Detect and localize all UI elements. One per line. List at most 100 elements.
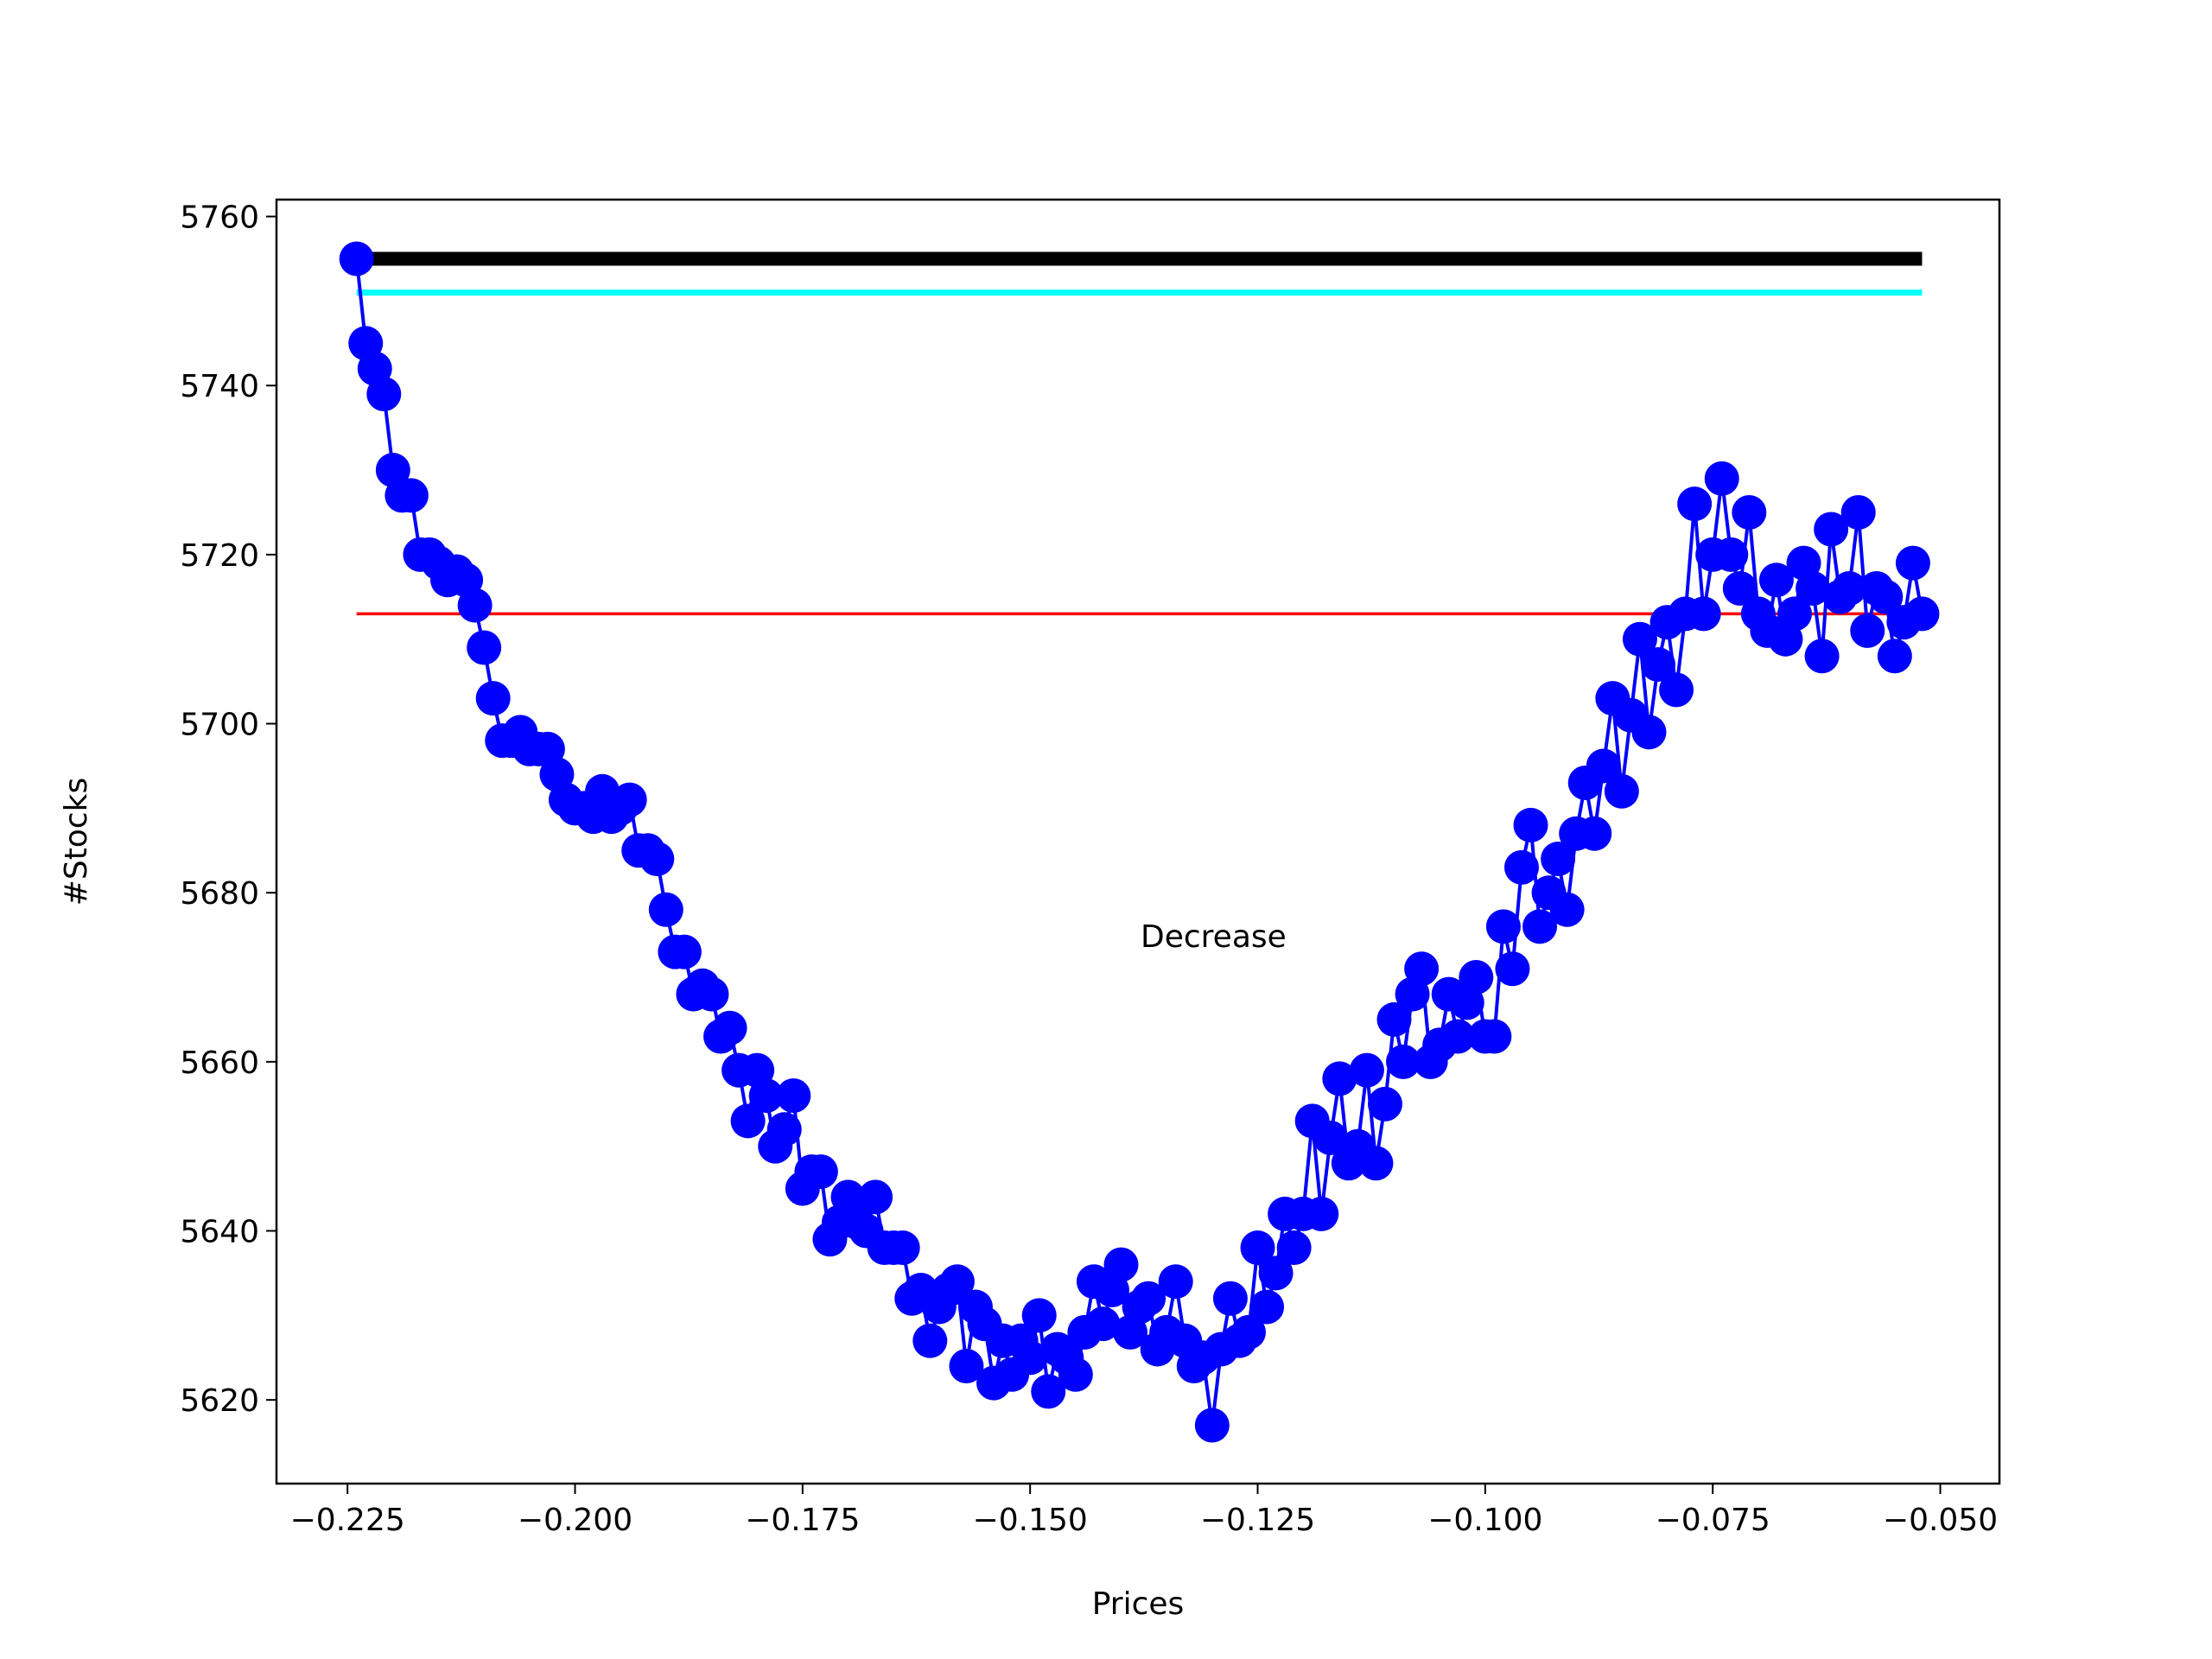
x-tick-label: −0.225 [290,1503,405,1538]
data-point [712,1010,747,1046]
annotation: Decrease [1141,919,1287,955]
data-point [1495,951,1530,987]
data-point [885,1230,920,1266]
data-point [1459,960,1494,995]
data-point [1832,571,1867,607]
data-point [1622,621,1657,657]
data-point [457,588,493,623]
data-point [1085,1306,1121,1342]
data-point [1877,639,1912,674]
x-tick-label: −0.075 [1656,1503,1770,1538]
data-point [666,934,702,969]
data-point [475,681,511,716]
data-point [1513,807,1548,842]
data-point [1404,951,1440,987]
data-point [1103,1247,1139,1282]
data-point [1758,563,1794,598]
data-point [467,630,502,665]
data-point [1240,1230,1275,1266]
data-point [1194,1408,1230,1443]
data-point [776,1077,811,1113]
data-point [803,1154,838,1190]
data-point [1850,613,1885,648]
x-tick-label: −0.175 [745,1503,860,1538]
data-point [694,976,729,1012]
data-point [1013,1340,1048,1376]
data-point [939,1264,975,1300]
data-point [339,241,374,276]
data-point [949,1349,984,1384]
plot-area [339,241,1940,1443]
data-point [1904,596,1940,632]
x-tick-label: −0.200 [518,1503,632,1538]
data-point [1021,1298,1057,1333]
data-point [1895,545,1930,581]
x-tick-label: −0.125 [1200,1503,1315,1538]
data-point [1249,1289,1285,1325]
data-point [1258,1255,1294,1291]
y-tick-label: 5680 [180,876,259,912]
data-point [393,478,429,513]
data-point [1522,909,1558,944]
data-point [1713,537,1749,572]
data-point [1313,1120,1348,1155]
data-point [1868,579,1904,614]
data-point [1577,816,1612,851]
data-point [748,1077,784,1113]
data-point [1031,1374,1066,1409]
data-point [1131,1281,1166,1316]
data-point [1503,849,1539,885]
data-point [1367,1086,1402,1122]
y-tick-label: 5700 [180,708,259,743]
data-point [1722,571,1758,607]
y-axis-label: #Stocks [59,778,94,906]
y-tick-label: 5620 [180,1383,259,1419]
data-point [1322,1061,1357,1096]
data-point [1586,748,1621,784]
data-point [366,377,402,412]
x-tick-label: −0.100 [1427,1503,1542,1538]
data-point [1477,1019,1512,1054]
data-point [1686,596,1721,632]
data-point [1212,1281,1248,1316]
data-point [1276,1230,1312,1266]
data-point [1376,1001,1412,1037]
data-point [1840,494,1876,530]
data-point [1796,571,1831,607]
y-tick-label: 5740 [180,369,259,404]
data-point [1640,647,1675,683]
data-point [1732,494,1767,530]
data-point [1358,1146,1394,1181]
axes-frame [275,198,2001,1485]
data-point [912,1323,948,1358]
data-point [612,782,647,817]
data-point [1485,909,1521,944]
x-tick-label: −0.150 [973,1503,1088,1538]
data-point [1541,842,1576,877]
y-tick-label: 5660 [180,1046,259,1081]
x-tick-label: −0.050 [1883,1503,1998,1538]
data-point [1677,486,1713,522]
data-point [1304,1196,1339,1231]
y-tick-label: 5760 [180,200,259,236]
data-point [1814,512,1849,547]
data-point [1704,461,1739,496]
data-point [1386,1044,1421,1079]
data-point [730,1103,766,1139]
data-point [1804,639,1840,674]
y-tick-label: 5640 [180,1214,259,1249]
x-axis-label: Prices [1092,1586,1185,1622]
data-point [1549,892,1585,927]
data-point [1659,672,1694,708]
data-point [1440,1019,1476,1054]
data-point [1230,1314,1266,1350]
data-point [648,892,683,927]
data-point [1349,1052,1384,1088]
data-point [1604,773,1639,809]
data-point [1158,1264,1193,1300]
data-point [1058,1357,1093,1392]
data-point [639,842,675,877]
data-point [858,1179,893,1215]
data-point [766,1112,802,1147]
